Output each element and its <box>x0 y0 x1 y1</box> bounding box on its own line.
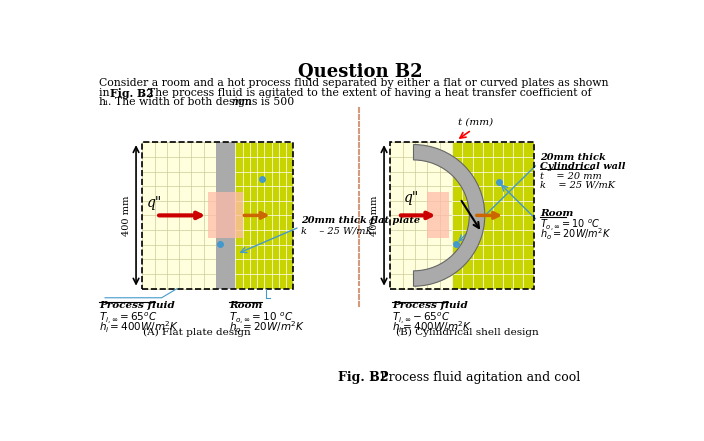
Text: : Process fluid agitation and cool: : Process fluid agitation and cool <box>372 370 581 384</box>
Text: $T_{o,\infty} = 10\ ^oC$: $T_{o,\infty} = 10\ ^oC$ <box>540 218 601 233</box>
Text: i: i <box>104 99 107 107</box>
Text: Fig. B2: Fig. B2 <box>337 370 388 384</box>
Text: . The width of both designs is 500: . The width of both designs is 500 <box>108 97 298 107</box>
Text: q": q" <box>147 196 162 210</box>
Text: k    – 25 W/mK: k – 25 W/mK <box>301 226 373 235</box>
Text: . The process fluid is agitated to the extent of having a heat transfer coeffici: . The process fluid is agitated to the e… <box>141 88 591 97</box>
Bar <box>427 192 449 239</box>
Bar <box>208 192 243 239</box>
Text: (A) Flat plate design: (A) Flat plate design <box>143 328 251 337</box>
Text: $h_o   = 20W/m^2K$: $h_o = 20W/m^2K$ <box>229 319 305 335</box>
Text: (B) Cylindrical shell design: (B) Cylindrical shell design <box>396 328 539 337</box>
Bar <box>452 142 534 288</box>
Text: t (mm): t (mm) <box>458 118 493 127</box>
Bar <box>216 142 235 288</box>
Text: Process fluid: Process fluid <box>392 301 467 310</box>
Text: Room: Room <box>540 209 573 217</box>
Text: h: h <box>99 97 106 107</box>
Text: in: in <box>99 88 113 97</box>
Text: $T_{o,\infty} = 10\ ^oC$: $T_{o,\infty} = 10\ ^oC$ <box>229 310 294 325</box>
Bar <box>142 142 216 288</box>
Text: Question B2: Question B2 <box>298 63 423 81</box>
Bar <box>390 142 452 288</box>
Text: Process fluid: Process fluid <box>99 301 175 310</box>
Text: 400 mm: 400 mm <box>122 195 131 235</box>
Text: Fig. B2: Fig. B2 <box>111 88 154 99</box>
Bar <box>235 142 294 288</box>
Bar <box>390 142 534 288</box>
Text: 20mm thick: 20mm thick <box>540 153 605 162</box>
Text: $h_o = 20W/m^2K$: $h_o = 20W/m^2K$ <box>540 227 612 243</box>
Text: t    = 20 mm: t = 20 mm <box>540 172 602 181</box>
Text: Room: Room <box>229 301 263 310</box>
Text: 20mm thick flat plate: 20mm thick flat plate <box>301 216 420 225</box>
Text: $h_i   = 400W/m^2K$: $h_i = 400W/m^2K$ <box>99 319 179 335</box>
Text: k    = 25 W/mK: k = 25 W/mK <box>540 180 615 189</box>
Text: q": q" <box>404 191 420 206</box>
Text: $T_{i,\infty} = 65^oC$: $T_{i,\infty} = 65^oC$ <box>99 310 157 325</box>
Text: .: . <box>244 97 248 107</box>
Text: 400 mm: 400 mm <box>370 195 379 235</box>
Wedge shape <box>413 145 485 286</box>
Text: mm: mm <box>232 97 252 107</box>
Text: $h_i   = 400W/m^2K$: $h_i = 400W/m^2K$ <box>392 319 472 335</box>
Text: $T_{i,\infty} - 65^oC$: $T_{i,\infty} - 65^oC$ <box>392 310 451 325</box>
Bar <box>142 142 294 288</box>
Text: Cylindrical wall: Cylindrical wall <box>540 161 625 171</box>
Text: Consider a room and a hot process fluid separated by either a flat or curved pla: Consider a room and a hot process fluid … <box>99 78 608 88</box>
